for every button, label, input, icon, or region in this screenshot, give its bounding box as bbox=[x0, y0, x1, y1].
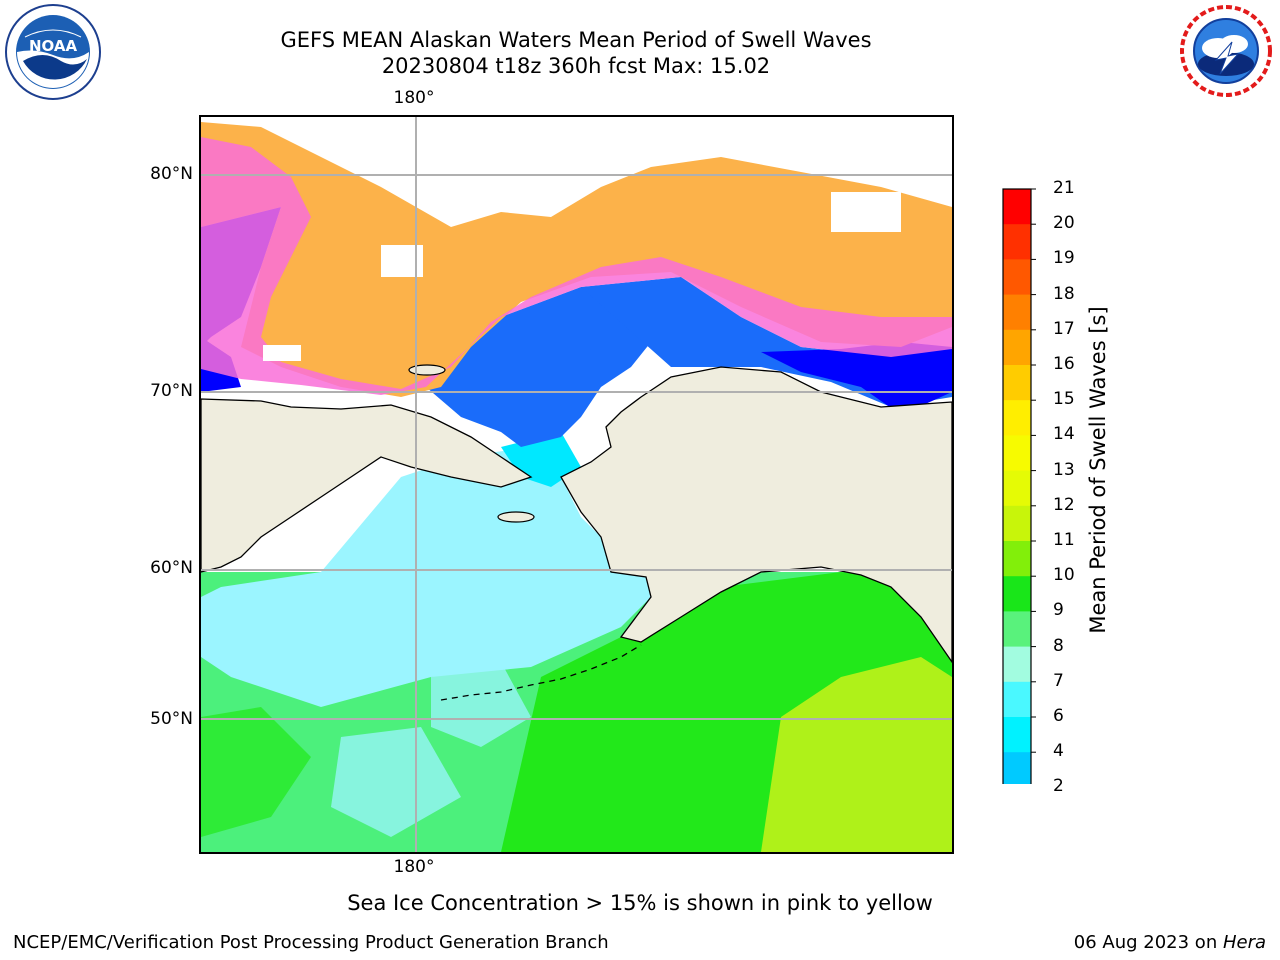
lat-label-70n: 70°N bbox=[150, 381, 193, 401]
colorbar-tick-label: 4 bbox=[1053, 741, 1064, 762]
colorbar-segment bbox=[1003, 259, 1031, 296]
wrangel-island bbox=[408, 364, 446, 376]
colorbar-segment bbox=[1003, 294, 1031, 331]
chukchi-sea-blue bbox=[426, 287, 671, 447]
colorbar-segment bbox=[1003, 752, 1031, 788]
swell-field-patch-3 bbox=[431, 662, 531, 747]
chart-title: GEFS MEAN Alaskan Waters Mean Period of … bbox=[280, 28, 872, 52]
noaa-logo: NOAA bbox=[3, 3, 103, 101]
colorbar-label: Mean Period of Swell Waves [s] bbox=[1086, 306, 1110, 634]
colorbar-tick-label: 21 bbox=[1053, 178, 1075, 198]
colorbar-gradient bbox=[1002, 188, 1036, 852]
colorbar-segment bbox=[1003, 329, 1031, 366]
bering-sea-cyan bbox=[201, 447, 656, 707]
aleutian-islands bbox=[440, 644, 642, 701]
colorbar-segment bbox=[1003, 505, 1031, 542]
footer-date-text: 06 Aug 2023 on bbox=[1073, 932, 1223, 953]
colorbar-tick-label: 20 bbox=[1053, 213, 1075, 234]
st-lawrence-island bbox=[497, 511, 535, 523]
colorbar-tick-label: 14 bbox=[1053, 424, 1075, 445]
colorbar-tick-label: 7 bbox=[1053, 670, 1064, 691]
noaa-logo-text: NOAA bbox=[28, 37, 78, 55]
sea-ice-gap bbox=[831, 192, 901, 232]
colorbar-segment bbox=[1003, 576, 1031, 612]
footer-machine: Hera bbox=[1222, 932, 1266, 953]
colorbar-segment bbox=[1003, 224, 1031, 260]
colorbar-tick-label: 13 bbox=[1053, 459, 1075, 480]
lat-label-80n: 80°N bbox=[150, 164, 193, 184]
swell-field-patch-1 bbox=[201, 707, 311, 837]
sea-ice-gap bbox=[263, 345, 301, 361]
lat-label-50n: 50°N bbox=[150, 709, 193, 729]
map-canvas bbox=[201, 117, 952, 852]
colorbar-tick-label: 9 bbox=[1053, 600, 1064, 621]
graticule bbox=[201, 117, 952, 852]
colorbar-segment bbox=[1003, 470, 1031, 507]
alaska-land bbox=[560, 366, 952, 664]
colorbar-segment bbox=[1003, 189, 1031, 225]
nws-logo bbox=[1176, 2, 1276, 100]
footer-branch: NCEP/EMC/Verification Post Processing Pr… bbox=[13, 932, 609, 953]
chart-subtitle: 20230804 t18z 360h fcst Max: 15.02 bbox=[381, 54, 771, 78]
colorbar-tick-label: 2 bbox=[1053, 776, 1064, 797]
colorbar-segment bbox=[1003, 400, 1031, 436]
colorbar-segment bbox=[1003, 717, 1031, 753]
colorbar-tick-label: 6 bbox=[1053, 706, 1064, 726]
swell-field-patch-2 bbox=[331, 727, 461, 837]
beaufort-dark-blue bbox=[761, 342, 952, 415]
colorbar-segment bbox=[1003, 435, 1031, 472]
colorbar-tick-label: 16 bbox=[1053, 354, 1075, 374]
lat-label-60n: 60°N bbox=[150, 558, 193, 578]
colorbar-tick-label: 11 bbox=[1053, 530, 1075, 550]
lon-label-top: 180° bbox=[393, 88, 435, 108]
swell-field-yellow-green bbox=[761, 657, 952, 852]
colorbar-tick-label: 8 bbox=[1053, 635, 1064, 656]
colorbar-segment bbox=[1003, 541, 1031, 577]
sea-ice-caption: Sea Ice Concentration > 15% is shown in … bbox=[347, 891, 933, 915]
colorbar-segment bbox=[1003, 611, 1031, 648]
colorbar-segment bbox=[1003, 646, 1031, 683]
siberia-land bbox=[201, 398, 533, 573]
colorbar-tick-label: 12 bbox=[1053, 494, 1075, 515]
colorbar-tick-label: 10 bbox=[1053, 565, 1075, 586]
colorbar-tick-label: 19 bbox=[1053, 248, 1075, 269]
footer-date: 06 Aug 2023 on Hera bbox=[1074, 932, 1266, 953]
colorbar-tick-label: 17 bbox=[1053, 318, 1075, 339]
colorbar-tick-label: 18 bbox=[1053, 283, 1075, 304]
colorbar-segment bbox=[1003, 365, 1031, 401]
colorbar bbox=[1002, 188, 1036, 852]
map-panel bbox=[199, 115, 954, 854]
colorbar-tick-label: 15 bbox=[1053, 389, 1075, 410]
lon-label-bottom: 180° bbox=[393, 857, 435, 877]
colorbar-segment bbox=[1003, 681, 1031, 718]
sea-ice-orange bbox=[201, 122, 952, 397]
sea-ice-pink bbox=[201, 137, 952, 395]
